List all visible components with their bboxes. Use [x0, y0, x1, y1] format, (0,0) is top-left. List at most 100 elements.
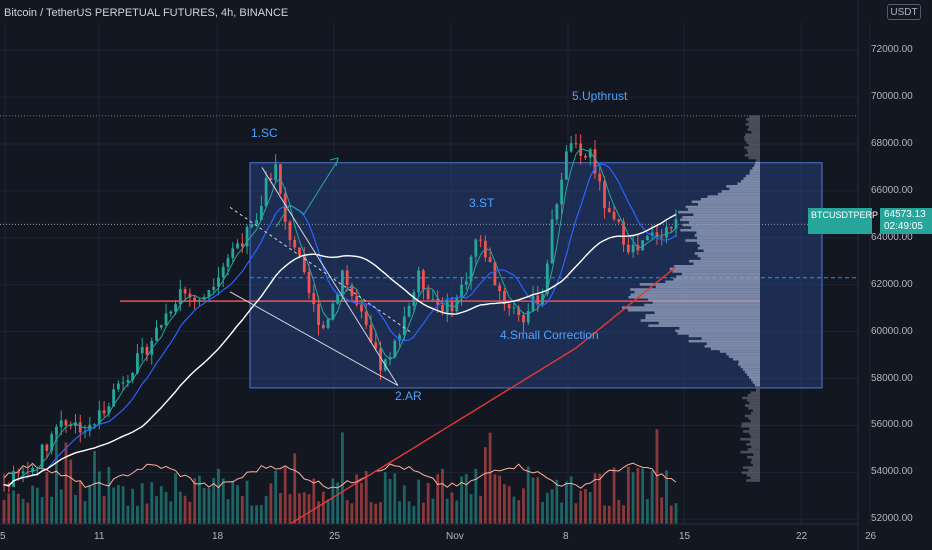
- volume-profile-bar: [741, 471, 760, 475]
- volume-profile-bar: [630, 293, 760, 296]
- volume-profile-bar: [753, 453, 760, 456]
- volume-profile-bar: [655, 285, 760, 289]
- volume-profile-bar: [665, 280, 760, 284]
- volume-profile-bar: [744, 138, 760, 142]
- volume-bar: [574, 503, 578, 524]
- volume-bar: [164, 491, 168, 524]
- candle-body: [302, 255, 306, 273]
- volume-bar: [379, 502, 382, 524]
- volume-bar: [7, 493, 11, 524]
- volume-bar: [131, 488, 135, 524]
- candle-body: [360, 304, 363, 312]
- candle-body: [655, 232, 659, 238]
- candle-body: [541, 294, 544, 305]
- candle-body: [326, 319, 330, 328]
- volume-bar: [116, 485, 120, 524]
- volume-profile-bar: [750, 476, 760, 480]
- candle-body: [498, 285, 502, 292]
- volume-bar: [283, 467, 287, 524]
- volume-bar: [398, 501, 401, 524]
- volume-profile-bar: [740, 450, 760, 454]
- volume-bar: [35, 487, 39, 524]
- volume-profile-bar: [703, 249, 760, 253]
- candle-body: [564, 151, 568, 180]
- projection-arrow: [275, 159, 339, 228]
- candle-body: [193, 297, 197, 302]
- volume-profile-bar: [745, 174, 760, 178]
- volume-bar: [503, 484, 506, 524]
- volume-profile-bar: [694, 252, 760, 255]
- candle-body: [102, 410, 106, 414]
- volume-profile-bar: [747, 448, 760, 451]
- candle-body: [55, 426, 58, 435]
- candle-body: [488, 257, 492, 263]
- volume-bar: [55, 430, 58, 524]
- candle-body: [588, 149, 592, 158]
- candle-body: [269, 178, 273, 180]
- candle-body: [16, 471, 20, 474]
- volume-bar: [269, 483, 273, 524]
- volume-bar: [21, 498, 25, 524]
- volume-bar: [560, 502, 564, 524]
- volume-profile-bar: [737, 182, 760, 186]
- volume-bar: [140, 483, 144, 524]
- candle-body: [31, 467, 34, 472]
- moving-averages: [3, 147, 677, 525]
- chart-title: Bitcoin / TetherUS PERPETUAL FUTURES, 4h…: [4, 7, 289, 19]
- volume-profile-bar: [747, 394, 760, 397]
- volume-bar: [326, 499, 330, 524]
- volume-profile-bar: [697, 246, 760, 250]
- annotation-small-correction: 4.Small Correction: [500, 328, 599, 342]
- y-tick-label: 58000.00: [871, 372, 913, 384]
- volume-profile-bar: [707, 195, 760, 198]
- volume-profile-bar: [746, 474, 760, 477]
- annotation-st: 3.ST: [469, 196, 495, 210]
- volume-bar: [665, 470, 668, 524]
- last-price: 64573.13: [884, 209, 926, 220]
- candle-body: [150, 340, 154, 355]
- volume-profile-bar: [747, 128, 760, 131]
- volume-bar: [159, 486, 163, 524]
- volume-profile-bar: [729, 187, 760, 191]
- volume-bar: [112, 487, 116, 524]
- candle-body: [512, 307, 516, 309]
- candle-body: [350, 285, 354, 296]
- volume-bar: [483, 447, 487, 524]
- y-tick-label: 54000.00: [871, 466, 913, 478]
- volume-bar: [507, 486, 511, 524]
- candle-body: [665, 227, 668, 238]
- candle-body: [336, 294, 340, 304]
- bar-countdown: 02:49:05: [884, 221, 923, 232]
- volume-bar: [307, 494, 311, 524]
- volume-profile-bar: [698, 203, 760, 206]
- volume-profile-bar: [697, 241, 760, 245]
- volume-bar: [155, 496, 158, 524]
- volume-profile-bar: [673, 265, 760, 268]
- volume-bar: [474, 469, 478, 524]
- candle-body: [464, 281, 468, 285]
- volume-bar: [412, 505, 416, 524]
- volume-profile-bar: [694, 234, 760, 237]
- volume-profile-bar: [630, 288, 760, 291]
- candle-body: [369, 324, 373, 343]
- volume-profile-bar: [749, 401, 760, 405]
- volume-bar: [202, 487, 206, 524]
- volume-profile-bar: [645, 314, 760, 317]
- volume-bar: [522, 488, 525, 524]
- volume-profile-bar: [755, 386, 760, 389]
- candle-body: [317, 304, 320, 326]
- volume-bar: [650, 470, 654, 524]
- currency-button[interactable]: USDT: [887, 4, 921, 20]
- volume-profile-bar: [677, 332, 760, 335]
- volume-bar: [469, 494, 473, 524]
- volume-profile-bar: [748, 151, 760, 155]
- volume-bar: [169, 501, 173, 524]
- volume-profile-bar: [721, 190, 760, 193]
- volume-bar: [26, 502, 30, 524]
- candle-body: [398, 335, 401, 341]
- volume-profile-bar: [751, 378, 760, 382]
- volume-bar: [536, 477, 540, 524]
- candle-body: [21, 471, 25, 474]
- volume-bar: [498, 475, 502, 524]
